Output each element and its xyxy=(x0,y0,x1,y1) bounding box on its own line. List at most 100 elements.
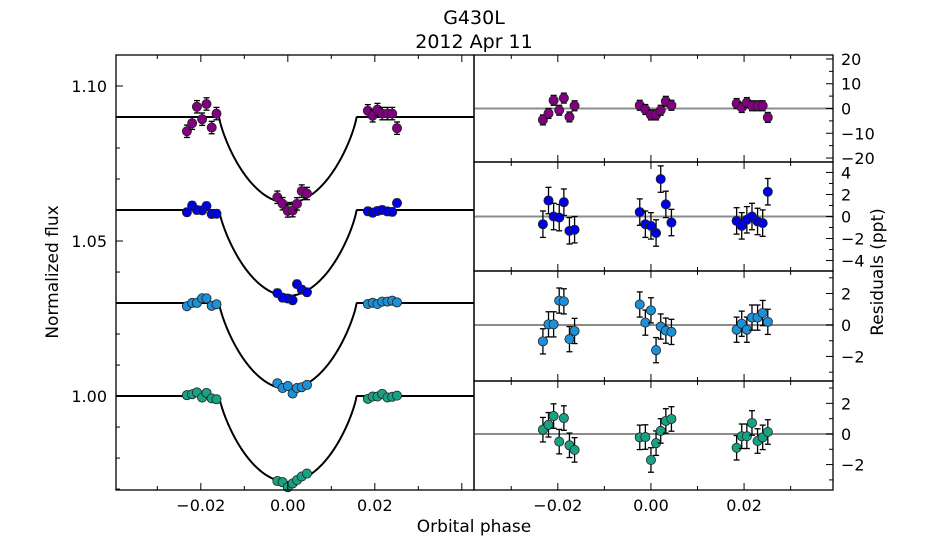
residual-point xyxy=(537,114,548,125)
residual-point xyxy=(666,217,677,228)
transit-model-curve xyxy=(116,116,474,204)
residual-point xyxy=(666,326,677,337)
flux-point xyxy=(201,98,212,109)
residual-point xyxy=(537,336,548,347)
x-tick-label: 0.00 xyxy=(633,496,669,515)
flux-point xyxy=(277,198,288,209)
y-axis-label-left: Normalized flux xyxy=(43,205,63,338)
y-tick-label: 2 xyxy=(841,185,851,204)
y-tick-label: 0 xyxy=(841,425,851,444)
residual-point xyxy=(554,436,565,447)
residual-panel-1: 20 10 0 −10 −20 xyxy=(473,50,875,168)
flux-point xyxy=(291,198,302,209)
residual-point xyxy=(762,186,773,197)
transit-model-curve xyxy=(116,302,474,390)
y-tick-label: −20 xyxy=(841,149,875,168)
flux-point xyxy=(301,379,312,390)
flux-point xyxy=(206,122,217,133)
x-tick-label: 0.02 xyxy=(726,496,762,515)
residual-point xyxy=(655,425,666,436)
flux-point xyxy=(211,299,222,310)
y-tick-label: −2 xyxy=(841,230,865,249)
transit-model-curve xyxy=(116,209,474,297)
y-tick-label: 10 xyxy=(841,75,861,94)
transit-model-curve xyxy=(116,395,474,483)
residual-point xyxy=(554,212,565,223)
residual-point xyxy=(762,426,773,437)
y-tick-label: 4 xyxy=(841,163,851,182)
residual-point xyxy=(651,228,662,239)
residual-point xyxy=(569,224,580,235)
residual-point xyxy=(634,299,645,310)
flux-series-channel-2 xyxy=(181,198,403,306)
residual-point xyxy=(558,413,569,424)
residual-panel-2: 4 2 0 −2 −4 xyxy=(473,161,865,272)
residual-point xyxy=(645,305,656,316)
y-tick-label: 1.10 xyxy=(71,77,107,96)
flux-point xyxy=(211,108,222,119)
flux-point xyxy=(392,198,403,209)
residual-point xyxy=(564,334,575,345)
residual-point xyxy=(569,100,580,111)
y-tick-label: 20 xyxy=(841,50,861,69)
residual-point xyxy=(634,207,645,218)
flux-point xyxy=(287,295,298,306)
flux-series-channel-3 xyxy=(181,293,403,399)
residual-point xyxy=(564,111,575,122)
residual-point xyxy=(548,319,559,330)
residual-point xyxy=(757,218,768,229)
flux-point xyxy=(392,390,403,401)
y-tick-label: −2 xyxy=(841,456,865,475)
flux-point xyxy=(211,208,222,219)
flux-point xyxy=(387,108,398,119)
flux-point xyxy=(211,394,222,405)
residual-point xyxy=(762,112,773,123)
residual-point xyxy=(651,345,662,356)
flux-point xyxy=(201,200,212,211)
residual-point xyxy=(558,197,569,208)
y-axis-label-right: Residuals (ppt) xyxy=(868,208,888,336)
flux-point xyxy=(387,206,398,217)
y-tick-label: 0 xyxy=(841,100,851,119)
flux-point xyxy=(191,101,202,112)
flux-point xyxy=(187,118,198,129)
flux-point xyxy=(392,123,403,134)
residual-point xyxy=(548,95,559,106)
residual-point xyxy=(640,432,651,443)
residual-point xyxy=(554,105,565,116)
x-tick-label: 0.02 xyxy=(357,496,393,515)
residual-point xyxy=(731,442,742,453)
flux-point xyxy=(301,287,312,298)
residual-point xyxy=(645,454,656,465)
residual-point xyxy=(666,100,677,111)
residual-point xyxy=(548,411,559,422)
flux-point xyxy=(201,293,212,304)
residual-panel-3: 2 0 −2 xyxy=(473,270,865,382)
y-tick-label: −2 xyxy=(841,347,865,366)
chart-subtitle: 2012 Apr 11 xyxy=(415,31,532,53)
residual-point xyxy=(537,219,548,230)
residual-axes-frame xyxy=(473,380,834,491)
y-tick-label: 1.00 xyxy=(71,387,107,406)
y-tick-label: 0 xyxy=(841,208,851,227)
residual-point xyxy=(655,105,666,116)
residual-point xyxy=(543,108,554,119)
residual-point xyxy=(558,296,569,307)
left-axes-frame xyxy=(115,54,475,491)
x-tick-label: 0.00 xyxy=(270,496,306,515)
flux-series-channel-4 xyxy=(181,387,403,493)
flux-series-channel-1 xyxy=(181,97,403,218)
residual-axes-frame xyxy=(473,270,834,382)
residual-point xyxy=(741,431,752,442)
residual-point xyxy=(660,199,671,210)
x-axis-label: Orbital phase xyxy=(417,517,531,537)
residual-panel-4: 2 0 −2 xyxy=(473,380,865,491)
y-tick-label: −10 xyxy=(841,124,875,143)
flux-point xyxy=(197,114,208,125)
residual-point xyxy=(655,174,666,185)
residual-point xyxy=(666,413,677,424)
residual-point xyxy=(569,444,580,455)
y-tick-label: 2 xyxy=(841,394,851,413)
residual-point xyxy=(746,417,757,428)
